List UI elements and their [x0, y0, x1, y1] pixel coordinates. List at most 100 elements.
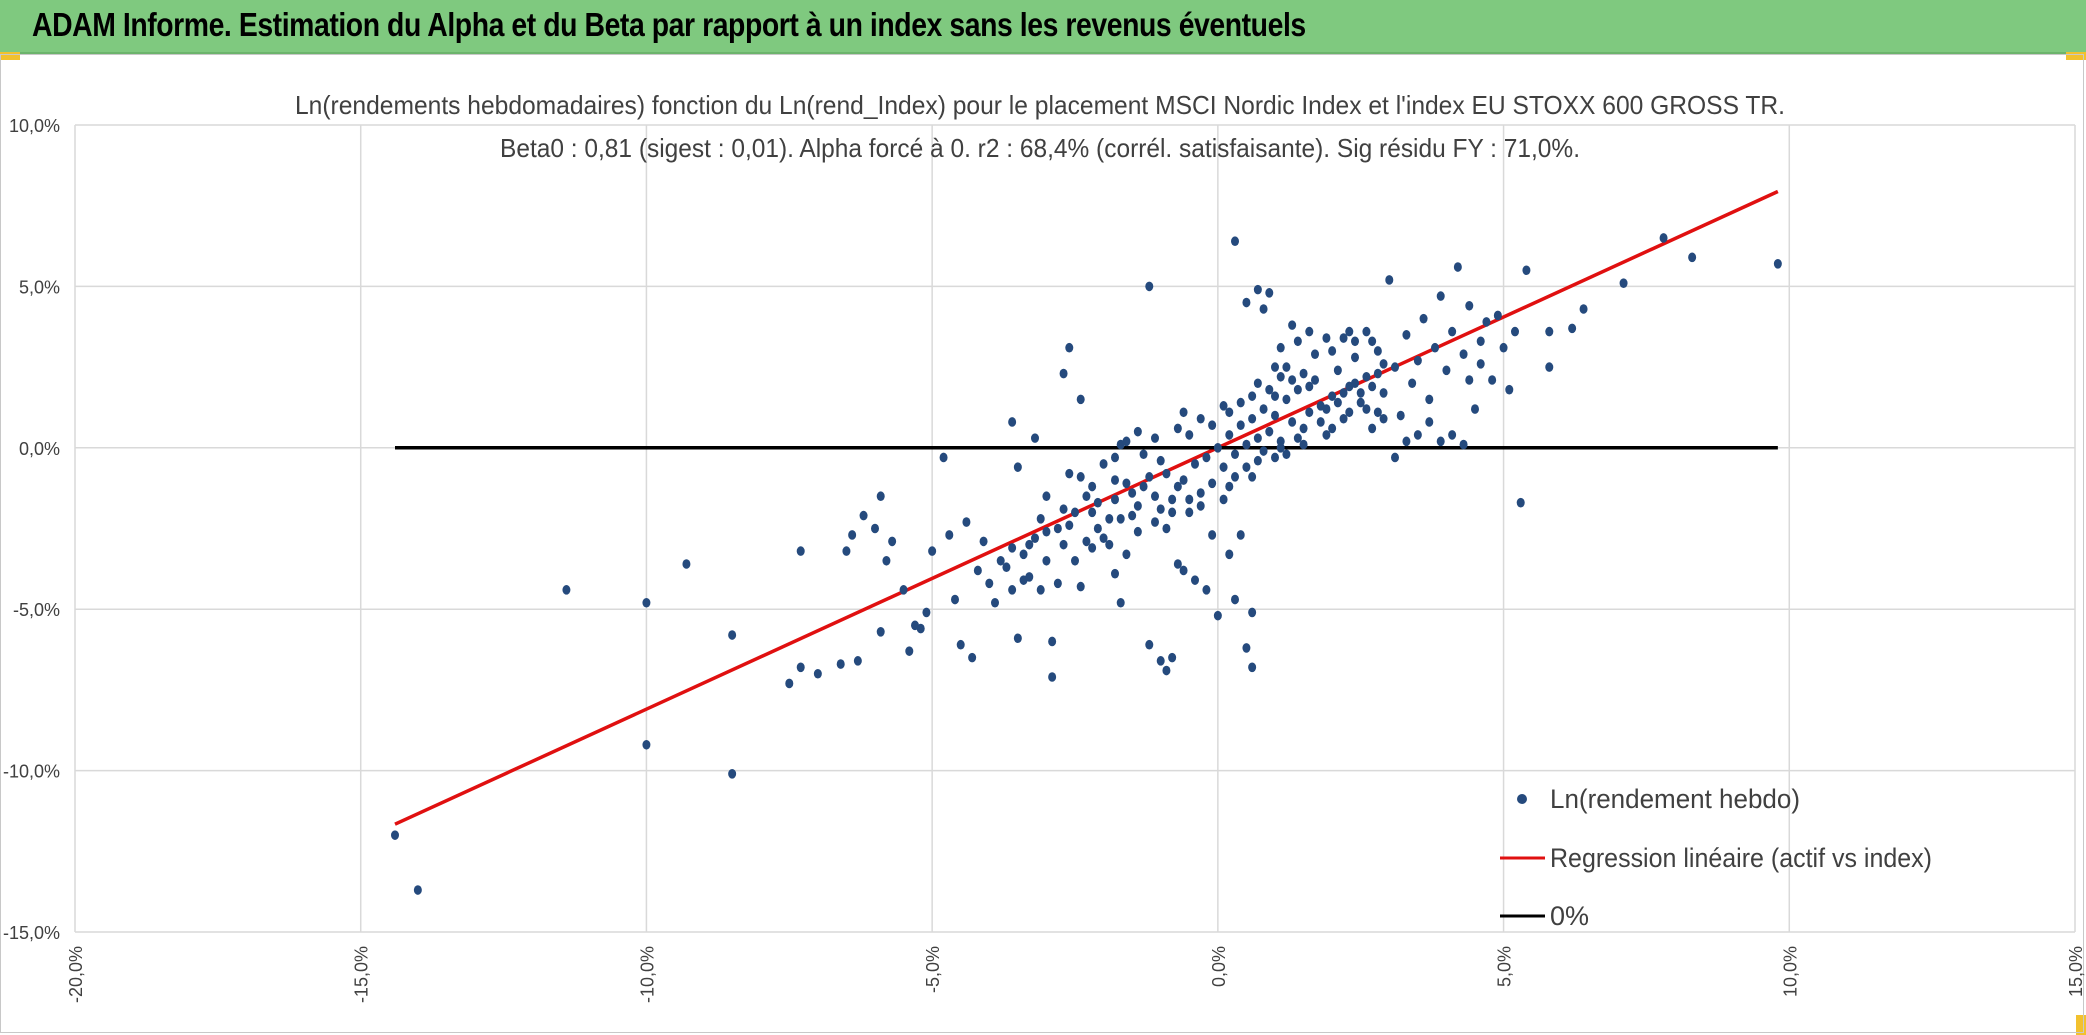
data-point: [1236, 420, 1245, 431]
data-point: [1196, 488, 1205, 498]
regression-line: [394, 189, 1779, 826]
data-point: [1111, 452, 1119, 463]
data-point: [1185, 507, 1194, 518]
data-point: [1288, 417, 1297, 427]
x-tick-label: 15,0%: [2066, 946, 2086, 997]
data-point: [1305, 407, 1314, 418]
data-point: [1053, 578, 1062, 589]
data-point: [1088, 507, 1097, 518]
data-point: [1168, 507, 1177, 518]
y-tick-label: -5,0%: [13, 600, 60, 620]
header-bar: ADAM Informe. Estimation du Alpha et du …: [0, 0, 2086, 54]
data-point: [1071, 507, 1079, 518]
data-point: [1042, 491, 1051, 502]
data-point: [1568, 323, 1577, 334]
data-point: [1379, 388, 1388, 398]
data-point: [1276, 371, 1285, 382]
data-point: [1345, 407, 1354, 418]
data-point: [956, 639, 965, 650]
data-point: [1345, 326, 1354, 337]
y-tick-label: 5,0%: [19, 277, 60, 297]
data-point: [1111, 568, 1119, 579]
data-point: [1379, 413, 1388, 424]
legend-label-points: Ln(rendement hebdo): [1550, 784, 1800, 814]
data-point: [1311, 349, 1319, 359]
y-tick-label: -10,0%: [3, 762, 60, 782]
data-point: [1065, 342, 1074, 353]
data-point: [1008, 417, 1017, 427]
data-point: [1133, 426, 1142, 437]
data-point: [853, 656, 862, 666]
data-point: [1031, 533, 1039, 543]
data-point: [1328, 346, 1337, 356]
data-point: [1071, 555, 1079, 566]
data-point: [1173, 559, 1182, 569]
data-point: [1076, 394, 1085, 405]
data-point: [1282, 449, 1291, 460]
data-point: [1459, 349, 1468, 359]
data-point: [1282, 394, 1291, 405]
series-lines: [394, 189, 1779, 826]
data-point: [1196, 501, 1205, 511]
data-point: [1116, 514, 1125, 524]
data-point: [1231, 236, 1239, 247]
data-point: [1545, 326, 1554, 337]
data-point: [1208, 478, 1217, 489]
data-point: [413, 885, 422, 895]
data-point: [1339, 413, 1348, 424]
data-point: [1271, 362, 1279, 372]
data-point: [642, 739, 651, 750]
data-point: [1059, 539, 1068, 550]
data-point: [1333, 365, 1342, 376]
data-point: [1202, 585, 1211, 595]
data-point: [1271, 391, 1279, 401]
data-point: [1282, 362, 1291, 372]
data-point: [888, 536, 897, 547]
data-point: [1259, 446, 1268, 456]
corner-mark-left: [0, 52, 20, 60]
data-point: [1236, 397, 1245, 408]
data-point: [1145, 639, 1154, 650]
data-point: [1688, 252, 1697, 263]
data-point: [1122, 436, 1131, 447]
chart-title-line1: Ln(rendements hebdomadaires) fonction du…: [295, 90, 1785, 120]
data-point: [1116, 597, 1125, 608]
data-point: [1105, 539, 1114, 550]
data-point: [1259, 404, 1268, 414]
y-tick-label: -15,0%: [3, 923, 60, 943]
data-point: [1436, 436, 1445, 447]
data-point: [1499, 342, 1508, 353]
data-point: [1248, 607, 1257, 618]
data-point: [1436, 291, 1445, 301]
data-point: [1185, 430, 1194, 440]
data-point: [1248, 391, 1257, 401]
data-point: [1065, 520, 1074, 531]
data-point: [1179, 407, 1188, 418]
data-point: [1248, 662, 1257, 673]
data-point: [1173, 423, 1182, 434]
data-point: [1413, 430, 1422, 440]
data-point: [1025, 539, 1034, 550]
data-point: [1202, 452, 1211, 463]
data-point: [945, 530, 954, 540]
data-point: [1111, 475, 1119, 485]
data-point: [1465, 375, 1474, 385]
data-point: [1516, 497, 1525, 508]
data-point: [1425, 394, 1434, 405]
data-point: [842, 546, 851, 556]
legend-label-zero: 0%: [1550, 901, 1589, 931]
data-point: [1322, 333, 1331, 343]
legend-marker-points: [1517, 794, 1527, 804]
data-point: [1242, 439, 1251, 450]
data-point: [1356, 388, 1365, 398]
data-point: [1305, 326, 1314, 337]
data-point: [939, 452, 948, 463]
data-point: [1168, 494, 1177, 505]
data-point: [1773, 259, 1782, 269]
data-point: [1042, 555, 1051, 566]
data-point: [1482, 317, 1491, 327]
data-point: [871, 523, 879, 534]
data-point: [996, 555, 1005, 566]
data-point: [1208, 420, 1217, 431]
data-point: [1082, 536, 1091, 547]
